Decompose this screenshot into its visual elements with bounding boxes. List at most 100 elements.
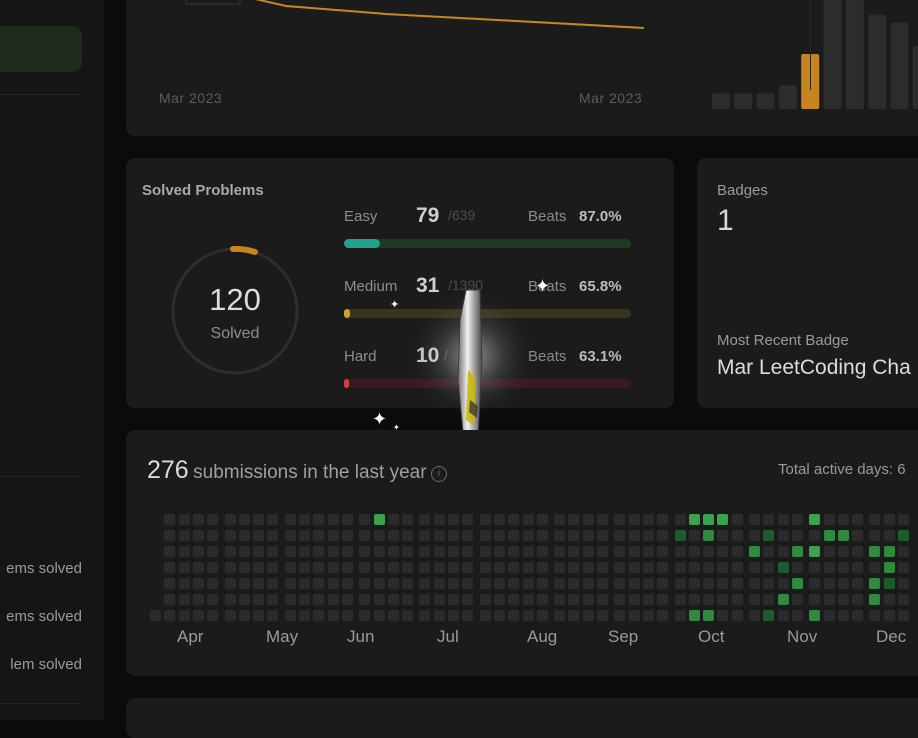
heatmap-cell[interactable] — [791, 578, 803, 589]
heatmap-cell[interactable] — [224, 546, 236, 557]
heatmap-cell[interactable] — [731, 546, 743, 557]
heatmap-cell[interactable] — [717, 530, 729, 541]
heatmap-cell[interactable] — [823, 514, 835, 525]
heatmap-cell[interactable] — [688, 514, 700, 525]
heatmap-cell[interactable] — [809, 514, 821, 525]
heatmap-cell[interactable] — [493, 578, 505, 589]
heatmap-cell[interactable] — [359, 514, 371, 525]
heatmap-cell[interactable] — [462, 594, 474, 605]
heatmap-cell[interactable] — [299, 530, 310, 541]
heatmap-cell[interactable] — [657, 610, 669, 621]
heatmap-cell[interactable] — [284, 594, 296, 605]
heatmap-cell[interactable] — [284, 530, 296, 541]
heatmap-cell[interactable] — [674, 578, 686, 589]
heatmap-cell[interactable] — [791, 562, 803, 573]
heatmap-cell[interactable] — [554, 546, 566, 557]
heatmap-cell[interactable] — [717, 546, 729, 557]
heatmap-cell[interactable] — [493, 546, 505, 557]
heatmap-cell[interactable] — [869, 562, 881, 573]
heatmap-cell[interactable] — [267, 530, 279, 541]
heatmap-cell[interactable] — [508, 578, 520, 589]
heatmap-cell[interactable] — [207, 546, 219, 557]
recent-badge-name[interactable]: Mar LeetCoding Cha — [717, 356, 911, 379]
heatmap-cell[interactable] — [568, 578, 580, 589]
heatmap-cell[interactable] — [508, 514, 520, 525]
heatmap-cell[interactable] — [883, 514, 895, 525]
heatmap-cell[interactable] — [554, 562, 566, 573]
heatmap-cell[interactable] — [267, 594, 279, 605]
heatmap-cell[interactable] — [387, 610, 399, 621]
heatmap-cell[interactable] — [253, 514, 265, 525]
heatmap-cell[interactable] — [448, 610, 459, 621]
heatmap-cell[interactable] — [341, 578, 353, 589]
heatmap-cell[interactable] — [554, 610, 566, 621]
heatmap-cell[interactable] — [536, 530, 548, 541]
heatmap-cell[interactable] — [238, 546, 250, 557]
heatmap-cell[interactable] — [642, 562, 654, 573]
heatmap-cell[interactable] — [373, 514, 385, 525]
histogram-bar[interactable] — [868, 14, 887, 109]
heatmap-cell[interactable] — [327, 578, 339, 589]
heatmap-cell[interactable] — [642, 514, 654, 525]
heatmap-cell[interactable] — [717, 578, 729, 589]
heatmap-cell[interactable] — [284, 610, 296, 621]
heatmap-cell[interactable] — [777, 514, 789, 525]
heatmap-cell[interactable] — [462, 610, 474, 621]
heatmap-cell[interactable] — [327, 610, 339, 621]
heatmap-cell[interactable] — [837, 578, 849, 589]
heatmap-cell[interactable] — [717, 562, 729, 573]
heatmap-cell[interactable] — [299, 546, 310, 557]
heatmap-cell[interactable] — [402, 546, 414, 557]
heatmap-cell[interactable] — [192, 514, 204, 525]
heatmap-cell[interactable] — [536, 562, 548, 573]
heatmap-cell[interactable] — [823, 562, 835, 573]
heatmap-cell[interactable] — [178, 578, 190, 589]
heatmap-cell[interactable] — [327, 562, 339, 573]
heatmap-cell[interactable] — [341, 546, 353, 557]
heatmap-cell[interactable] — [703, 514, 715, 525]
heatmap-cell[interactable] — [373, 530, 385, 541]
heatmap-cell[interactable] — [703, 562, 715, 573]
heatmap-cell[interactable] — [642, 594, 654, 605]
heatmap-cell[interactable] — [267, 546, 279, 557]
heatmap-cell[interactable] — [597, 562, 608, 573]
heatmap-cell[interactable] — [717, 610, 729, 621]
heatmap-cell[interactable] — [402, 594, 414, 605]
heatmap-cell[interactable] — [883, 562, 895, 573]
heatmap-cell[interactable] — [869, 594, 881, 605]
heatmap-cell[interactable] — [522, 546, 534, 557]
heatmap-cell[interactable] — [313, 562, 325, 573]
heatmap-cell[interactable] — [267, 610, 279, 621]
heatmap-cell[interactable] — [763, 610, 775, 621]
heatmap-cell[interactable] — [749, 578, 760, 589]
heatmap-cell[interactable] — [628, 530, 640, 541]
heatmap-cell[interactable] — [614, 594, 626, 605]
heatmap-cell[interactable] — [448, 562, 459, 573]
heatmap-cell[interactable] — [462, 546, 474, 557]
heatmap-cell[interactable] — [536, 514, 548, 525]
heatmap-cell[interactable] — [837, 514, 849, 525]
heatmap-cell[interactable] — [522, 594, 534, 605]
heatmap-cell[interactable] — [823, 546, 835, 557]
heatmap-cell[interactable] — [433, 546, 445, 557]
heatmap-cell[interactable] — [688, 530, 700, 541]
heatmap-cell[interactable] — [207, 610, 219, 621]
heatmap-cell[interactable] — [582, 562, 594, 573]
heatmap-cell[interactable] — [763, 546, 775, 557]
heatmap-cell[interactable] — [883, 610, 895, 621]
heatmap-cell[interactable] — [869, 530, 881, 541]
heatmap-cell[interactable] — [493, 562, 505, 573]
heatmap-cell[interactable] — [582, 546, 594, 557]
heatmap-cell[interactable] — [419, 578, 431, 589]
heatmap-cell[interactable] — [898, 514, 909, 525]
heatmap-cell[interactable] — [433, 562, 445, 573]
heatmap-cell[interactable] — [479, 610, 491, 621]
heatmap-cell[interactable] — [479, 594, 491, 605]
heatmap-cell[interactable] — [299, 578, 310, 589]
heatmap-cell[interactable] — [433, 530, 445, 541]
heatmap-cell[interactable] — [402, 578, 414, 589]
heatmap-cell[interactable] — [341, 594, 353, 605]
heatmap-cell[interactable] — [178, 514, 190, 525]
heatmap-cell[interactable] — [657, 578, 669, 589]
heatmap-cell[interactable] — [419, 546, 431, 557]
